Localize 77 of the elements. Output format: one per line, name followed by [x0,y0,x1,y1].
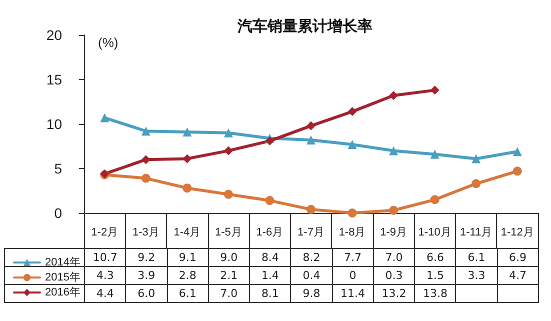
x-tick-label: 1-3月 [132,226,160,238]
y-tick-label: 0 [54,205,62,221]
x-tick-label: 1-12月 [500,226,534,238]
point [348,208,357,218]
point [141,174,150,183]
data-label: 7.7 [332,248,374,266]
point [306,204,316,214]
chart-title: 汽车销量累计增长率 [236,17,372,35]
data-label: 4.4 [84,284,126,302]
point [306,136,316,145]
y-tick-label: 15 [46,72,62,88]
data-label: 1.4 [250,266,291,284]
x-tick-label: 1-6月 [256,226,284,238]
data-label: 6.1 [167,284,208,302]
data-label: 2.1 [208,266,250,284]
data-label: 7.0 [373,248,415,266]
point [224,128,233,138]
x-tick-label: 1-9月 [380,226,407,238]
data-label: 11.4 [332,284,374,302]
y-tick-label: 10 [46,116,62,132]
data-label: 0 [332,266,374,284]
data-label: 8.4 [250,248,291,266]
point [224,190,233,199]
data-label: 3.3 [456,266,498,284]
point [306,121,316,130]
data-label: 4.3 [84,266,126,284]
data-label: 7.0 [208,284,250,302]
data-label: 8.2 [290,248,332,266]
data-label: 2.8 [167,266,208,284]
point [265,136,274,146]
x-tick-label: 1-5月 [215,226,242,238]
data-label: 0.4 [290,266,332,284]
point [389,206,398,215]
data-label: 10.7 [84,248,126,266]
point [182,184,192,193]
y-tick-label: 20 [46,27,62,43]
x-tick-label: 1-11月 [460,226,492,238]
point [472,154,481,164]
point [348,107,357,116]
data-label: 13.8 [414,284,456,302]
x-tick-label: 1-4月 [174,226,201,238]
point [472,179,481,188]
data-label: 6.6 [414,248,456,266]
data-label: 1.5 [414,266,456,284]
point [100,113,110,122]
data-label: 6.0 [126,284,168,302]
point [512,147,522,156]
data-label: 6.9 [497,248,538,266]
data-label: 6.1 [456,248,498,266]
data-label: 4.7 [497,266,538,284]
data-label: 9.2 [126,248,168,266]
legend-label: 2014年 [45,256,80,268]
point [141,126,150,136]
x-tick-label: 1-8月 [338,226,366,238]
y-tick-label: 5 [54,160,62,176]
data-label: 8.1 [250,284,291,302]
point [265,196,274,206]
x-tick-label: 1-2月 [91,226,118,238]
legend-label: 2016年 [45,286,80,298]
data-label: 0.3 [373,266,415,284]
legend-label: 2015年 [45,272,80,284]
point [182,128,192,137]
y-axis-title: (%) [98,35,118,50]
data-label: 13.2 [373,284,415,302]
data-label: 9.0 [208,248,250,266]
point [389,146,398,156]
data-label: 9.8 [290,284,332,302]
data-label: 3.9 [126,266,168,284]
point [430,86,440,95]
x-tick-label: 1-10月 [418,226,452,238]
point [430,150,440,159]
x-tick-label: 1-7月 [298,226,324,238]
point [348,140,357,149]
data-label: 9.1 [167,248,208,266]
point [224,146,233,156]
point [430,195,440,204]
point [512,166,522,176]
